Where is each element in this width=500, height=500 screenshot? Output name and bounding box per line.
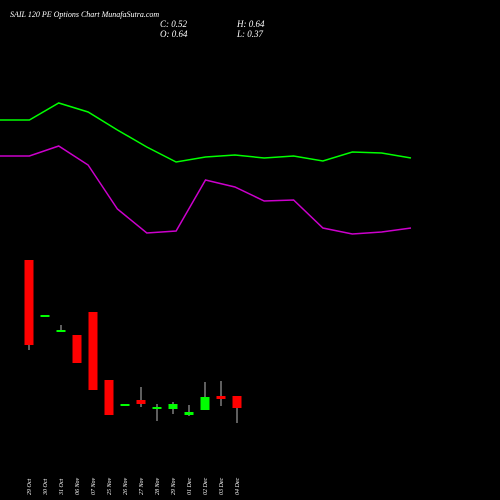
x-tick-label: 27 Nov	[139, 477, 145, 495]
indicator-line	[0, 145, 412, 235]
x-tick-label: 31 Oct	[59, 479, 65, 496]
x-tick-label: 29 Oct	[27, 479, 33, 495]
x-tick-label: 25 Nov	[107, 477, 113, 495]
x-tick-label: 29 Nov	[171, 477, 177, 495]
candle-body	[88, 312, 98, 390]
open-text: O: 0.64	[160, 29, 188, 39]
high-text: H: 0.64	[236, 19, 265, 29]
x-tick-label: 30 Oct	[43, 479, 49, 496]
candle-body	[56, 330, 66, 332]
candle-body	[152, 407, 162, 409]
candle-body	[24, 260, 34, 345]
candle-body	[136, 400, 146, 404]
close-text: C: 0.52	[160, 19, 188, 29]
candle-body	[216, 396, 226, 399]
candle-body	[120, 404, 130, 406]
indicator-line	[0, 102, 412, 163]
x-tick-label: 07 Nov	[91, 477, 97, 495]
candle-body	[72, 335, 82, 363]
candle-body	[104, 380, 114, 415]
chart-title: SAIL 120 PE Options Chart MunafaSutra.co…	[10, 10, 159, 19]
candle-body	[40, 315, 50, 317]
x-tick-label: 26 Nov	[123, 477, 129, 495]
low-text: L: 0.37	[236, 29, 264, 39]
x-tick-label: 06 Nov	[75, 477, 81, 495]
candle-body	[232, 396, 242, 408]
x-tick-label: 02 Dec	[203, 478, 209, 495]
candle-body	[184, 412, 194, 415]
x-tick-label: 04 Dec	[234, 478, 241, 495]
candle-body	[200, 397, 210, 410]
x-tick-label: 01 Dec	[187, 478, 193, 495]
x-tick-label: 03 Dec	[219, 478, 225, 495]
x-tick-label: 28 Nov	[155, 477, 161, 495]
candle-body	[168, 404, 178, 409]
